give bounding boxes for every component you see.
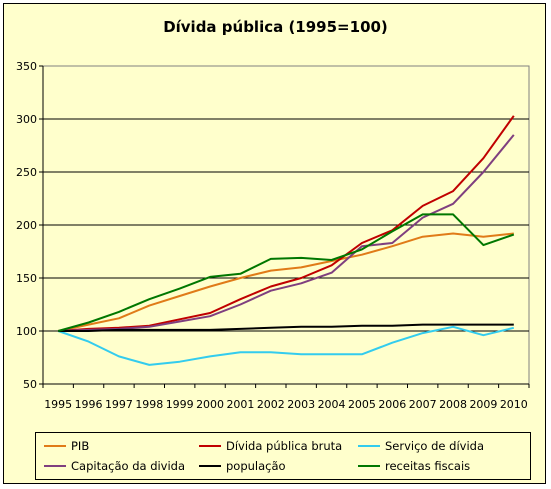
y-tick-label: 50 [23,378,37,391]
series-line [57,232,514,332]
chart-title: Dívida pública (1995=100) [163,18,388,36]
legend-item: Dívida pública bruta [199,438,342,454]
legend-label: Serviço de dívida [385,439,484,453]
y-tick-label: 150 [16,272,37,285]
x-tick-label: 2007 [409,398,437,411]
legend-swatch [358,465,380,467]
legend-item: população [199,458,286,474]
x-tick-label: 2001 [226,398,254,411]
series-line [58,323,514,332]
series-lines [57,115,515,366]
x-axis: 1995 1996 1997 1998 1999 2000 2001 2002 2003 2004… [42,383,530,411]
legend-label: receitas fiscais [385,459,471,473]
y-tick-label: 200 [16,219,37,232]
legend-swatch [44,445,66,447]
series-line [58,134,515,332]
legend-swatch [199,465,221,467]
y-tick-label: 100 [16,325,37,338]
x-tick-label: 1998 [135,398,163,411]
legend: PIB Dívida pública bruta Serviço de dívida… [35,432,531,480]
legend-item: Capitação da divida [44,458,185,474]
y-tick-label: 350 [16,60,37,73]
legend-label: população [226,459,286,473]
x-tick-label: 2003 [287,398,315,411]
chart-frame: Dívida pública (1995=100) 50 100 150 200 250… [3,3,546,484]
x-tick-label: 2005 [348,398,376,411]
legend-swatch [358,445,380,447]
x-tick-label: 1996 [75,398,103,411]
x-tick-label: 2009 [469,398,497,411]
x-tick-label: 1997 [105,398,133,411]
x-tick-label: 2004 [318,398,346,411]
legend-label: Dívida pública bruta [226,439,343,453]
series-line [57,325,515,366]
series-line [57,213,515,332]
legend-item: Serviço de dívida [358,438,484,454]
x-tick-label: 2000 [196,398,224,411]
chart-svg: 50 100 150 200 250 300 350 1995 1996 1997 1998 199… [16,60,530,411]
legend-label: PIB [71,439,90,453]
series-line [58,115,515,332]
legend-item: PIB [44,438,89,454]
x-tick-label: 2008 [439,398,467,411]
x-tick-label: 2002 [257,398,285,411]
legend-swatch [199,445,221,447]
x-tick-label: 2006 [378,398,406,411]
gridlines [43,118,529,332]
x-tick-label: 1999 [166,398,194,411]
y-tick-label: 300 [16,113,37,126]
legend-item: receitas fiscais [358,458,470,474]
legend-swatch [44,465,66,467]
x-tick-label: 2010 [500,398,528,411]
x-tick-label: 1995 [44,398,72,411]
y-axis: 50 100 150 200 250 300 350 [16,60,44,391]
y-tick-label: 250 [16,166,37,179]
legend-label: Capitação da divida [71,459,186,473]
